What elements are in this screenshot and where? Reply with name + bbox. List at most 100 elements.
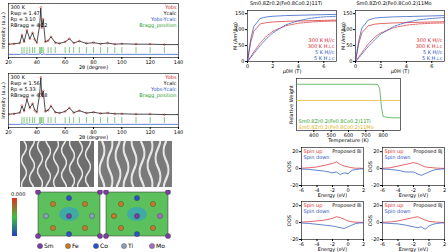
- svg-text:Spin down: Spin down: [385, 154, 411, 161]
- svg-text:2θ (degree): 2θ (degree): [78, 63, 109, 70]
- svg-text:100: 100: [343, 26, 353, 33]
- svg-text:-6: -6: [380, 187, 385, 193]
- svg-text:2: 2: [443, 187, 446, 193]
- svg-text:80: 80: [90, 59, 97, 66]
- svg-text:Rp = 5.33: Rp = 5.33: [10, 86, 36, 93]
- svg-text:Temperature (K): Temperature (K): [327, 137, 368, 144]
- svg-text:Proposed 8j: Proposed 8j: [413, 148, 442, 155]
- svg-text:Intensity (a.u.): Intensity (a.u.): [0, 12, 7, 49]
- svg-text:M (Am²/kg): M (Am²/kg): [340, 22, 347, 50]
- svg-text:0: 0: [376, 219, 379, 225]
- svg-text:Bragg_position: Bragg_position: [139, 92, 176, 99]
- svg-text:Sm0.8Zr0.2(Fe0.8Co0.2)11Mo: Sm0.8Zr0.2(Fe0.8Co0.2)11Mo: [299, 124, 374, 130]
- svg-text:-20: -20: [371, 236, 379, 242]
- svg-text:2: 2: [443, 241, 446, 247]
- svg-text:80: 80: [90, 129, 97, 136]
- svg-text:50: 50: [346, 42, 352, 48]
- svg-text:DOS: DOS: [286, 161, 292, 172]
- svg-text:RBragg = 4.18: RBragg = 4.18: [11, 92, 48, 99]
- svg-text:0.000: 0.000: [11, 191, 25, 197]
- svg-text:-20: -20: [371, 182, 379, 188]
- svg-text:120: 120: [145, 59, 155, 65]
- svg-text:Bragg_position: Bragg_position: [139, 22, 176, 29]
- svg-text:60: 60: [62, 59, 68, 65]
- svg-text:50: 50: [238, 42, 244, 48]
- svg-text:20: 20: [5, 59, 11, 65]
- svg-text:-20: -20: [290, 182, 298, 188]
- svg-text:20: 20: [5, 129, 11, 135]
- svg-text:μ0H (T): μ0H (T): [283, 68, 302, 75]
- svg-text:0: 0: [354, 63, 357, 69]
- svg-text:Energy (eV): Energy (eV): [318, 246, 348, 252]
- svg-text:0: 0: [349, 58, 352, 64]
- svg-text:300 K: 300 K: [10, 4, 25, 11]
- svg-text:5 K H⊥c: 5 K H⊥c: [422, 55, 443, 61]
- svg-text:-6: -6: [380, 241, 385, 247]
- svg-text:2θ (degree): 2θ (degree): [79, 134, 108, 141]
- svg-text:Ti: Ti: [127, 242, 133, 249]
- svg-text:300 K H//c: 300 K H//c: [308, 36, 335, 43]
- svg-text:-6: -6: [299, 187, 304, 193]
- svg-text:Yobs: Yobs: [165, 74, 177, 81]
- svg-text:5 K H⊥c: 5 K H⊥c: [314, 55, 335, 61]
- svg-text:20: 20: [373, 148, 379, 154]
- svg-text:2: 2: [271, 63, 274, 69]
- svg-text:0: 0: [246, 63, 249, 69]
- svg-text:Spin down: Spin down: [385, 208, 411, 215]
- svg-text:Proposed 8i: Proposed 8i: [332, 202, 361, 209]
- svg-text:0: 0: [376, 165, 379, 171]
- svg-text:Mo: Mo: [156, 242, 165, 249]
- svg-text:Intensity (a.u.): Intensity (a.u.): [0, 82, 7, 119]
- svg-text:100: 100: [235, 26, 245, 33]
- svg-text:300 K H⊥c: 300 K H⊥c: [415, 42, 443, 49]
- svg-text:400: 400: [309, 132, 319, 138]
- svg-text:2: 2: [362, 241, 365, 247]
- svg-text:DOS: DOS: [367, 161, 373, 172]
- svg-text:Spin down: Spin down: [304, 154, 330, 161]
- svg-text:2: 2: [362, 187, 365, 193]
- svg-text:Sm: Sm: [44, 242, 54, 249]
- svg-text:40: 40: [34, 129, 40, 135]
- svg-text:Ycalc: Ycalc: [163, 80, 177, 87]
- svg-text:-6: -6: [299, 241, 304, 247]
- svg-text:300 K H//c: 300 K H//c: [416, 36, 443, 43]
- svg-text:Energy (eV): Energy (eV): [399, 246, 429, 252]
- svg-text:μ0H (T): μ0H (T): [391, 68, 410, 75]
- svg-text:0: 0: [241, 58, 244, 64]
- svg-text:Proposed 8i: Proposed 8i: [332, 148, 361, 155]
- svg-text:20: 20: [373, 202, 379, 208]
- svg-text:Co: Co: [100, 242, 108, 249]
- svg-text:DOS: DOS: [286, 215, 292, 226]
- svg-text:Proposed 8j: Proposed 8j: [413, 202, 442, 209]
- svg-text:M (Am²/kg): M (Am²/kg): [232, 22, 239, 50]
- svg-text:6: 6: [322, 63, 325, 69]
- svg-text:300 K: 300 K: [10, 74, 25, 81]
- svg-text:Yobs-Ycalc: Yobs-Ycalc: [151, 86, 177, 93]
- svg-text:20: 20: [292, 148, 298, 154]
- svg-text:60: 60: [62, 129, 68, 135]
- svg-text:Spin down: Spin down: [304, 208, 330, 215]
- svg-text:300 K H⊥c: 300 K H⊥c: [307, 42, 335, 49]
- svg-text:800: 800: [378, 132, 388, 138]
- svg-text:140: 140: [174, 59, 184, 65]
- svg-text:2: 2: [379, 63, 382, 69]
- svg-text:Relative Weight: Relative Weight: [288, 85, 295, 124]
- svg-text:40: 40: [34, 59, 40, 65]
- svg-text:RBragg = 4.12: RBragg = 4.12: [11, 22, 48, 29]
- svg-text:150: 150: [235, 10, 245, 16]
- svg-text:-20: -20: [290, 236, 298, 242]
- svg-text:100: 100: [117, 129, 127, 135]
- svg-text:140: 140: [174, 129, 184, 135]
- svg-text:100: 100: [117, 59, 127, 65]
- svg-text:Yobs: Yobs: [165, 4, 177, 11]
- svg-text:5 K H//c: 5 K H//c: [315, 48, 335, 55]
- svg-text:Rwp = 1.56: Rwp = 1.56: [10, 80, 40, 87]
- svg-text:20: 20: [292, 202, 298, 208]
- svg-text:0: 0: [295, 219, 298, 225]
- svg-text:150: 150: [343, 10, 353, 16]
- svg-text:6: 6: [430, 63, 433, 69]
- svg-text:Fe: Fe: [72, 242, 79, 249]
- svg-text:0: 0: [295, 165, 298, 171]
- svg-text:120: 120: [145, 129, 155, 135]
- svg-text:DOS: DOS: [367, 215, 373, 226]
